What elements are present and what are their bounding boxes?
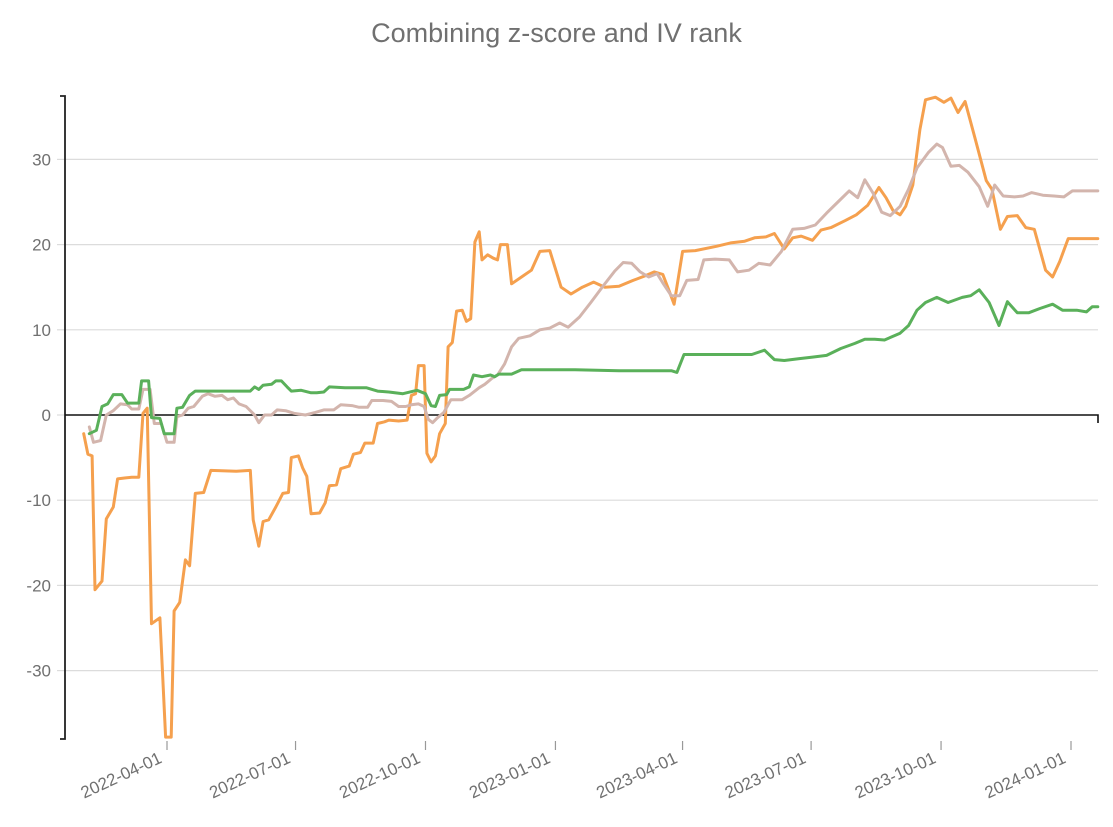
- y-tick-label: 0: [42, 406, 51, 425]
- x-tick-label: 2022-10-01: [336, 748, 423, 802]
- series-line-green: [87, 288, 1100, 436]
- chart-title: Combining z-score and IV rank: [371, 18, 742, 48]
- y-tick-label: 10: [32, 321, 51, 340]
- x-tick-label: 2022-07-01: [206, 748, 293, 802]
- y-tick-label: 30: [32, 150, 51, 169]
- x-tick-label: 2023-07-01: [722, 748, 809, 802]
- y-tick-label: -30: [26, 662, 51, 681]
- y-axis-line: [60, 95, 66, 740]
- series-line-orange: [82, 95, 1100, 739]
- x-tick-label: 2023-04-01: [593, 748, 680, 802]
- x-tick-label: 2023-10-01: [852, 748, 939, 802]
- x-tick-label: 2023-01-01: [466, 748, 553, 802]
- x-tick-label: 2024-01-01: [982, 748, 1069, 802]
- gridlines: [65, 158, 1098, 672]
- y-tick-label: -10: [26, 491, 51, 510]
- y-tick-label: -20: [26, 576, 51, 595]
- series-line-rosy-brown: [87, 142, 1100, 444]
- x-axis: 2022-04-01 2022-07-01 2022-10-01 2023-01-01…: [65, 414, 1099, 802]
- y-axis: -30 -20 -10 0 10 20 30: [26, 95, 66, 740]
- y-tick-label: 20: [32, 236, 51, 255]
- zero-baseline: [65, 414, 1099, 423]
- x-tick-label: 2022-04-01: [78, 748, 165, 802]
- series-lines: [82, 95, 1100, 739]
